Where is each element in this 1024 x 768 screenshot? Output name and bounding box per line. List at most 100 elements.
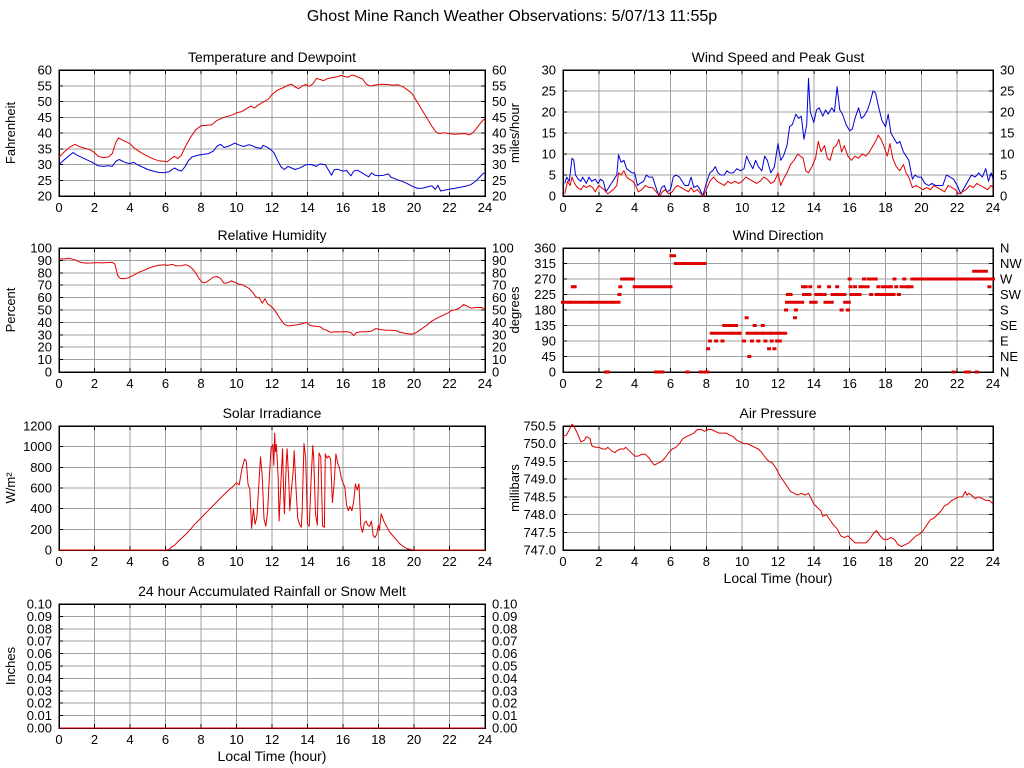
y-axis-label: Fahrenheit (3, 102, 18, 165)
series-pressure (562, 423, 994, 547)
scatter-point-direction (737, 331, 742, 335)
scatter-run-direction (830, 293, 841, 296)
ytick-label-right: 0 (492, 365, 499, 380)
scatter-run-direction (849, 293, 862, 296)
xtick-label: 10 (229, 732, 243, 747)
plot-frame (58, 69, 486, 197)
ytick-label-right: S (1000, 303, 1009, 318)
xtick-label: 6 (667, 376, 674, 391)
ytick-label-right: 30 (1000, 63, 1014, 78)
scatter-point-direction (685, 370, 690, 374)
ytick-label: 225 (534, 287, 556, 302)
plot-frame (562, 425, 994, 551)
ytick-label-right: 30 (492, 157, 506, 172)
scatter-run-direction (561, 300, 572, 304)
scatter-run-direction (814, 293, 827, 296)
xtick-label: 14 (807, 200, 821, 215)
xtick-label: 18 (371, 554, 385, 569)
scatter-point-direction (756, 339, 761, 343)
xtick-label: 8 (703, 376, 710, 391)
xtick-label: 2 (91, 200, 98, 215)
chart-title: 24 hour Accumulated Rainfall or Snow Mel… (138, 583, 406, 599)
chart-title: Relative Humidity (218, 227, 327, 243)
ytick-label: 20 (542, 105, 556, 120)
scatter-point-direction (902, 277, 907, 281)
xtick-label: 18 (878, 554, 892, 569)
plot-frame (562, 69, 994, 197)
xtick-label: 18 (371, 376, 385, 391)
ytick-label: 40 (38, 315, 52, 330)
scatter-run-direction (823, 300, 834, 304)
scatter-point-direction (839, 308, 844, 312)
xtick-label: 4 (631, 376, 638, 391)
xtick-label: 20 (407, 376, 421, 391)
ytick-label: 1200 (23, 419, 52, 434)
scatter-point-direction (862, 277, 866, 281)
xtick-label: 24 (986, 376, 1000, 391)
ytick-label: 0.02 (27, 696, 52, 711)
ytick-label: 750.0 (523, 436, 556, 451)
ytick-label: 200 (30, 522, 52, 537)
ytick-label: 800 (30, 460, 52, 475)
ytick-label: 0 (45, 543, 52, 558)
y-axis-label: miles/hour (507, 102, 522, 163)
ytick-label-right: 100 (492, 241, 514, 256)
ytick-label: 0 (549, 189, 556, 204)
series-peak-gust (564, 77, 994, 197)
scatter-run-direction (610, 300, 621, 304)
scatter-run-direction (722, 324, 732, 327)
ytick-label-right: 35 (492, 141, 506, 156)
xtick-label: 16 (842, 376, 856, 391)
xtick-label: 12 (771, 376, 785, 391)
chart-title: Air Pressure (739, 405, 816, 421)
xtick-label: 0 (55, 376, 62, 391)
series-irradiance (59, 432, 485, 551)
scatter-point-direction (793, 316, 798, 320)
xtick-label: 18 (371, 732, 385, 747)
ytick-label: 749.5 (523, 454, 556, 469)
ytick-label: 50 (38, 94, 52, 109)
scatter-point-direction (788, 293, 793, 296)
xtick-label: 4 (126, 732, 133, 747)
scatter-run-direction (784, 300, 797, 304)
xtick-label: 14 (300, 376, 314, 391)
scatter-run-direction (795, 300, 805, 304)
xtick-label: 10 (229, 200, 243, 215)
xtick-label: 14 (807, 376, 821, 391)
scatter-run-direction (620, 277, 635, 281)
scatter-point-direction (845, 308, 850, 312)
scatter-point-direction (848, 285, 853, 289)
xtick-label: 16 (842, 200, 856, 215)
scatter-point-direction (714, 339, 719, 343)
ytick-label: 0.00 (27, 721, 52, 736)
ytick-label: 55 (38, 78, 52, 93)
xtick-label: 20 (914, 200, 928, 215)
series-humidity (58, 258, 486, 337)
ytick-label-right: 25 (1000, 84, 1014, 99)
ytick-label: 0.09 (27, 609, 52, 624)
ytick-label: 100 (30, 241, 52, 256)
scatter-point-direction (752, 324, 757, 327)
ytick-label-right: 20 (1000, 105, 1014, 120)
xtick-label: 14 (300, 200, 314, 215)
page-title: Ghost Mine Ranch Weather Observations: 5… (306, 8, 718, 25)
xtick-label: 6 (162, 554, 169, 569)
scatter-run-direction (569, 300, 593, 304)
xtick-label: 22 (442, 200, 456, 215)
xtick-label: 24 (478, 376, 492, 391)
scatter-point-direction (951, 370, 956, 374)
scatter-run-direction (590, 300, 612, 304)
xtick-label: 12 (265, 554, 279, 569)
scatter-run-direction (761, 331, 772, 335)
xtick-label: 8 (703, 554, 710, 569)
ytick-label: 25 (38, 173, 52, 188)
xtick-label: 16 (842, 554, 856, 569)
chart-title: Wind Speed and Peak Gust (692, 49, 865, 65)
scatter-run-direction (887, 293, 896, 296)
xtick-label: 6 (162, 376, 169, 391)
ytick-label-right: 80 (492, 265, 506, 280)
ytick-label-right: 0.05 (492, 659, 517, 674)
scatter-point-direction (966, 370, 971, 374)
